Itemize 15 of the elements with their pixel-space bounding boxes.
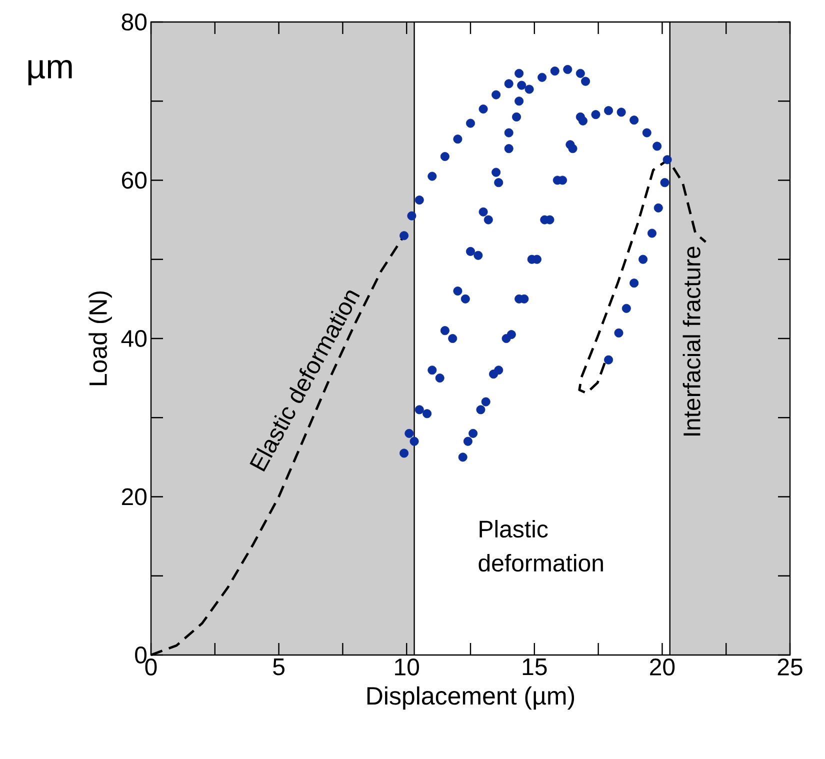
x-axis-title: Displacement (µm) [367, 686, 574, 710]
annotation: Plastic deformation [478, 520, 603, 572]
x-tick-label: 20 [650, 658, 675, 676]
y-tick-label: 60 [122, 172, 147, 189]
x-tick-label: 25 [778, 658, 802, 676]
x-tick-label: 15 [522, 658, 547, 676]
y-tick-label: 40 [121, 330, 147, 347]
y-tick-label: 20 [122, 488, 147, 506]
y-tick-label: 80 [122, 14, 147, 30]
x-tick-label: 5 [273, 658, 284, 676]
x-tick-label: 10 [395, 658, 420, 676]
y-axis-title: Load (N) [88, 291, 112, 386]
annotation: Interfacial fracture [682, 246, 700, 436]
text: µm [28, 60, 72, 86]
y-tick-label: 0 [135, 646, 147, 664]
